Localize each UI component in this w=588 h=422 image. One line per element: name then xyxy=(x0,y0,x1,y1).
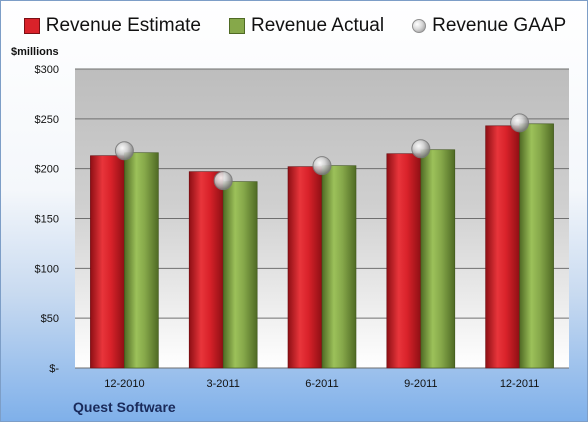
bar-revenue-actual xyxy=(420,149,456,369)
x-tick-label: 3-2011 xyxy=(206,378,239,390)
legend-swatch-actual xyxy=(229,18,245,34)
legend: Revenue Estimate Revenue Actual Revenue … xyxy=(1,15,587,37)
point-revenue-gaap xyxy=(510,113,530,133)
company-name: Quest Software xyxy=(73,399,176,415)
bar-revenue-actual xyxy=(124,152,159,369)
x-tick-label: 12-2011 xyxy=(500,378,540,390)
point-revenue-gaap xyxy=(411,139,431,159)
point-revenue-gaap xyxy=(213,171,233,191)
y-tick-label: $250 xyxy=(35,114,59,126)
y-axis-ticks: $- $50 $100 $150 $200 $250 $300 xyxy=(35,64,60,375)
bar-revenue-estimate xyxy=(386,153,422,369)
bar-revenue-estimate xyxy=(188,171,224,369)
bar-revenue-actual xyxy=(222,181,258,369)
legend-swatch-estimate xyxy=(23,18,40,34)
point-revenue-gaap xyxy=(114,141,134,161)
y-tick-label: $- xyxy=(49,363,59,375)
legend-label-gaap: Revenue GAAP xyxy=(432,15,567,36)
legend-swatch-gaap xyxy=(412,19,427,33)
bar-revenue-estimate xyxy=(287,166,323,369)
y-tick-label: $50 xyxy=(41,313,59,325)
bars xyxy=(90,123,554,369)
bar-revenue-actual xyxy=(519,123,554,369)
x-tick-label: 9-2011 xyxy=(404,378,437,390)
x-tick-label: 12-2010 xyxy=(104,378,144,390)
legend-label-actual: Revenue Actual xyxy=(251,15,385,36)
legend-item-estimate: Revenue Estimate xyxy=(23,15,201,37)
x-tick-label: 6-2011 xyxy=(305,378,338,390)
legend-item-gaap: Revenue GAAP xyxy=(412,15,566,37)
y-tick-label: $300 xyxy=(35,64,59,76)
bar-revenue-estimate xyxy=(485,125,520,369)
bar-revenue-estimate xyxy=(90,155,125,369)
legend-item-actual: Revenue Actual xyxy=(229,15,384,37)
gaap-markers xyxy=(114,113,530,191)
legend-label-estimate: Revenue Estimate xyxy=(45,15,201,36)
x-axis-ticks: 12-2010 3-2011 6-2011 9-2011 12-2011 xyxy=(104,378,539,390)
point-revenue-gaap xyxy=(312,156,332,176)
y-tick-label: $100 xyxy=(35,263,59,275)
y-tick-label: $200 xyxy=(35,164,59,176)
bar-revenue-actual xyxy=(321,165,357,369)
y-axis-unit-label: $millions xyxy=(11,46,59,58)
y-tick-label: $150 xyxy=(35,214,59,226)
